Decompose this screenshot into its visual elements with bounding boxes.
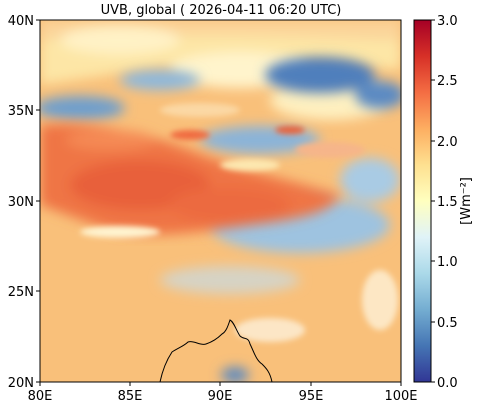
colorbar-tick: 1.5 xyxy=(437,195,458,210)
colorbar-tick: 2.0 xyxy=(437,135,458,150)
x-tick-label: 100E xyxy=(384,389,417,404)
colorbar-label: [Wm⁻²] xyxy=(459,177,474,225)
x-tick-label: 85E xyxy=(118,389,143,404)
colorbar-tick: 2.5 xyxy=(437,74,458,89)
x-tick-label: 80E xyxy=(28,389,53,404)
uvb-field xyxy=(40,20,401,382)
x-axis: 80E 85E 90E 95E 100E xyxy=(28,382,418,404)
x-tick-label: 95E xyxy=(299,389,324,404)
plateau-high-uvb xyxy=(40,123,340,235)
colorbar-tick: 3.0 xyxy=(437,14,458,29)
colorbar: 3.0 2.5 2.0 1.5 1.0 0.5 0.0 [Wm⁻²] xyxy=(413,14,474,391)
colorbar-tick: 1.0 xyxy=(437,255,458,270)
y-tick-label: 25N xyxy=(8,285,34,300)
colorbar-tick: 0.0 xyxy=(437,376,458,391)
y-tick-label: 30N xyxy=(8,195,34,210)
colorbar-gradient xyxy=(413,19,432,383)
y-tick-label: 40N xyxy=(8,14,34,29)
y-axis: 40N 35N 30N 25N 20N xyxy=(8,14,40,391)
map-title: UVB, global ( 2026-04-11 06:20 UTC) xyxy=(101,3,342,18)
y-tick-label: 20N xyxy=(8,376,34,391)
mixed-cloud-texture xyxy=(80,103,398,342)
blue-cloud-regions xyxy=(40,57,401,382)
colorbar-tick: 0.5 xyxy=(437,316,458,331)
coastline xyxy=(159,319,273,382)
x-tick-label: 90E xyxy=(208,389,233,404)
y-tick-label: 35N xyxy=(8,104,34,119)
